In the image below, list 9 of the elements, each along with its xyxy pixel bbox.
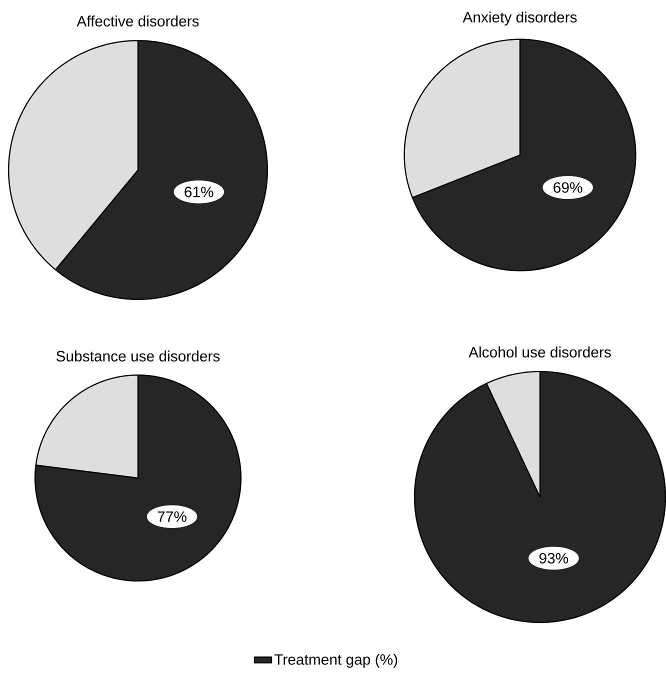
chart-title: Substance use disorders <box>56 350 220 362</box>
data-label: 69% <box>554 182 582 193</box>
legend-label: Treatment gap (%) <box>274 654 398 668</box>
data-label: 77% <box>158 511 186 522</box>
chart-title: Anxiety disorders <box>462 12 577 26</box>
data-label: 61% <box>184 186 214 198</box>
data-label: 93% <box>539 552 568 564</box>
chart-title: Affective disorders <box>76 16 199 26</box>
chart-title: Alcohol use disorders <box>468 346 611 358</box>
